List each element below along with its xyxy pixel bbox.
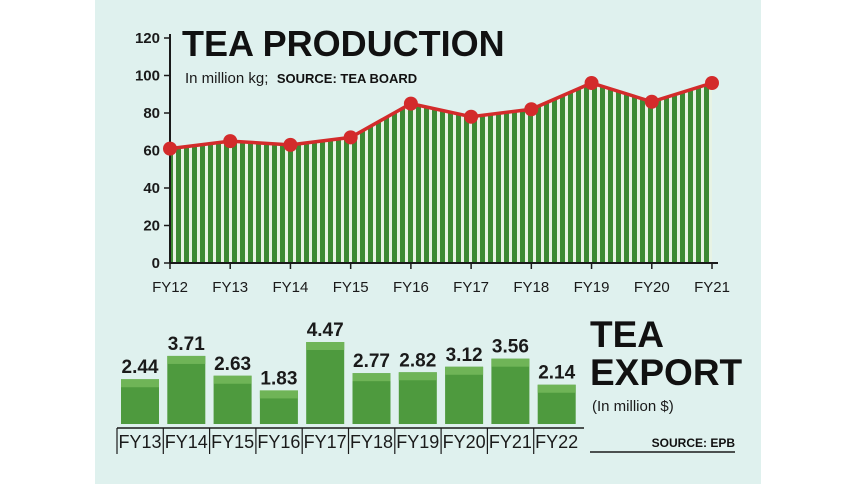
export-category-label: FY20 xyxy=(443,432,486,452)
export-category-label: FY14 xyxy=(165,432,208,452)
export-value-label: 2.82 xyxy=(399,350,436,371)
y-tick-label: 0 xyxy=(152,255,160,272)
production-point xyxy=(584,76,599,90)
production-point xyxy=(283,137,298,152)
production-point xyxy=(163,141,177,156)
export-bar xyxy=(398,372,437,424)
x-tick-label: FY12 xyxy=(152,279,188,296)
production-subtitle-line: In million kg; SOURCE: TEA BOARD xyxy=(185,70,417,87)
x-tick-label: FY19 xyxy=(574,279,610,296)
export-bar-highlight xyxy=(213,375,252,384)
y-tick-label: 40 xyxy=(143,180,160,197)
export-bar-highlight xyxy=(259,390,298,399)
export-category-label: FY17 xyxy=(304,432,347,452)
x-tick-label: FY21 xyxy=(694,279,730,296)
export-bar xyxy=(491,358,530,424)
export-bar xyxy=(445,366,484,424)
production-source: SOURCE: TEA BOARD xyxy=(277,71,417,86)
export-value-label: 3.12 xyxy=(446,345,483,366)
export-category-label: FY15 xyxy=(211,432,254,452)
y-tick-label: 100 xyxy=(135,68,160,85)
production-line xyxy=(169,81,713,151)
export-bar-highlight xyxy=(445,366,484,375)
export-bar-highlight xyxy=(167,355,206,364)
y-tick-label: 60 xyxy=(143,143,160,160)
export-category-label: FY22 xyxy=(535,432,578,452)
x-tick-label: FY14 xyxy=(273,279,309,296)
production-point xyxy=(223,134,238,149)
export-bar-highlight xyxy=(398,372,437,381)
export-subtitle: (In million $) xyxy=(592,398,674,415)
production-point xyxy=(343,130,358,145)
production-point xyxy=(464,109,479,124)
export-value-label: 2.44 xyxy=(122,357,159,378)
production-area xyxy=(170,83,712,263)
x-tick-label: FY20 xyxy=(634,279,670,296)
export-value-label: 2.14 xyxy=(538,363,575,384)
export-value-label: 2.63 xyxy=(214,354,251,375)
production-title: TEA PRODUCTION xyxy=(182,23,505,64)
tea-export-chart: 2.44 FY13 3.71 FY14 2.63 FY15 1.83 FY16 4.47 FY17… xyxy=(116,320,584,454)
export-category-label: FY18 xyxy=(350,432,393,452)
export-bar-highlight xyxy=(352,373,391,382)
tea-production-chart: 0 20 40 60 80 100 120 FY12 FY13 FY14 FY15 FY16 FY17 F… xyxy=(135,30,730,296)
export-title-line2: EXPORT xyxy=(590,352,743,393)
export-bar xyxy=(213,375,252,424)
production-point xyxy=(524,102,539,117)
export-bar-highlight xyxy=(121,379,159,388)
export-category-label: FY13 xyxy=(118,432,161,452)
production-subtitle: In million kg; xyxy=(185,70,268,87)
x-tick-label: FY16 xyxy=(393,279,429,296)
production-point xyxy=(705,76,719,90)
export-value-label: 3.71 xyxy=(168,334,205,355)
export-value-label: 2.77 xyxy=(353,351,390,372)
y-tick-label: 20 xyxy=(143,218,160,235)
x-tick-label: FY18 xyxy=(513,279,549,296)
export-bar xyxy=(352,373,391,424)
production-point xyxy=(644,94,659,109)
export-value-label: 1.83 xyxy=(260,368,297,389)
export-bar-highlight xyxy=(537,384,576,393)
export-bar xyxy=(306,342,345,424)
export-source: SOURCE: EPB xyxy=(652,436,736,450)
y-tick-label: 80 xyxy=(143,105,160,122)
export-bar-highlight xyxy=(306,342,345,350)
export-value-label: 3.56 xyxy=(492,337,529,358)
production-point xyxy=(403,96,418,111)
export-category-label: FY21 xyxy=(489,432,532,452)
export-value-label: 4.47 xyxy=(307,320,344,341)
x-tick-label: FY17 xyxy=(453,279,489,296)
export-bar xyxy=(167,355,206,424)
export-category-label: FY16 xyxy=(257,432,300,452)
export-bar-highlight xyxy=(491,358,530,367)
export-category-label: FY19 xyxy=(396,432,439,452)
export-title-line1: TEA xyxy=(590,314,664,355)
x-tick-label: FY15 xyxy=(333,279,369,296)
y-tick-label: 120 xyxy=(135,30,160,47)
x-tick-label: FY13 xyxy=(212,279,248,296)
